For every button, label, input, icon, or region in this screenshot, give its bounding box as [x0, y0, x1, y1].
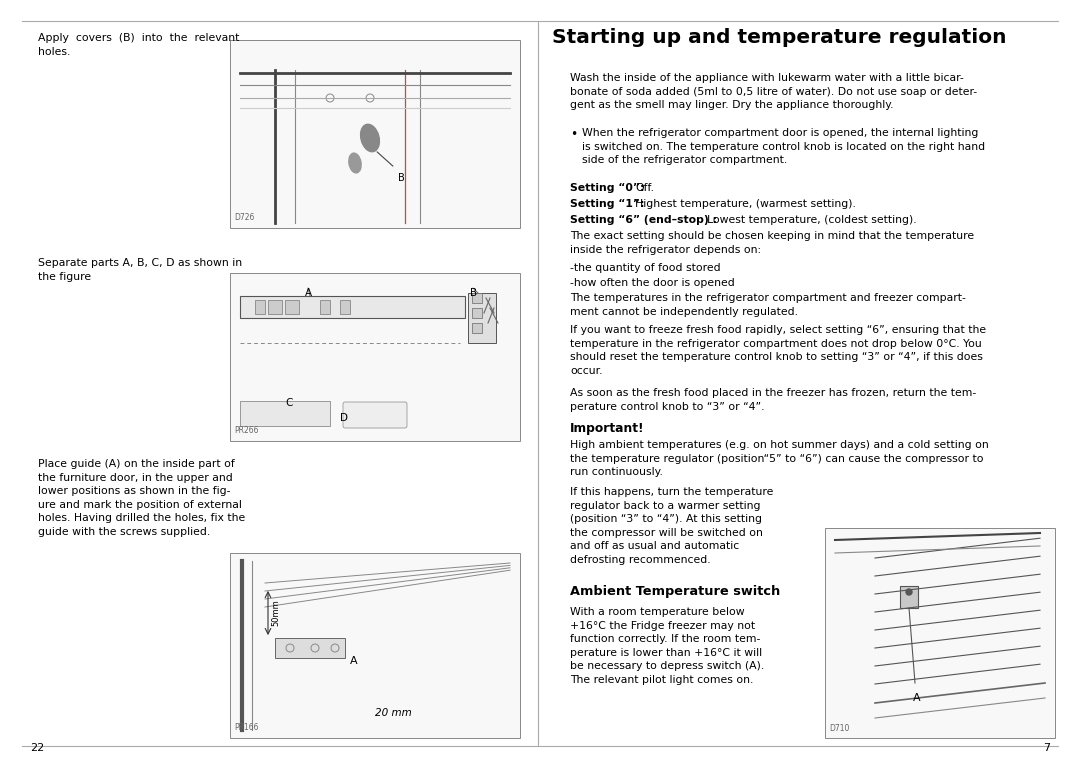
Bar — [240, 296, 465, 318]
Text: C: C — [285, 398, 293, 408]
Bar — [255, 300, 265, 314]
Text: Apply  covers  (B)  into  the  relevant
holes.: Apply covers (B) into the relevant holes… — [38, 33, 240, 56]
Text: PR266: PR266 — [234, 426, 258, 435]
Text: Place guide (A) on the inside part of
the furniture door, in the upper and
lower: Place guide (A) on the inside part of th… — [38, 459, 245, 537]
Bar — [268, 300, 282, 314]
Text: D: D — [340, 413, 348, 423]
Text: D726: D726 — [234, 213, 255, 222]
Bar — [900, 586, 918, 608]
FancyBboxPatch shape — [343, 402, 407, 428]
Bar — [285, 300, 299, 314]
Ellipse shape — [361, 124, 379, 152]
Text: Wash the inside of the appliance with lukewarm water with a little bicar-
bonate: Wash the inside of the appliance with lu… — [570, 73, 977, 110]
Bar — [472, 323, 482, 333]
Text: Off.: Off. — [635, 183, 654, 193]
Bar — [275, 638, 345, 658]
Text: 50mm: 50mm — [271, 600, 280, 626]
Bar — [230, 273, 519, 441]
Text: With a room temperature below
+16°C the Fridge freezer may not
function correctl: With a room temperature below +16°C the … — [570, 607, 765, 685]
Text: Separate parts A, B, C, D as shown in
the figure: Separate parts A, B, C, D as shown in th… — [38, 258, 242, 282]
Text: Setting “1”:: Setting “1”: — [570, 199, 648, 209]
Text: B: B — [470, 288, 477, 298]
Text: •: • — [570, 128, 577, 141]
Text: PR166: PR166 — [234, 723, 258, 732]
Text: Setting “6” (end–stop) :: Setting “6” (end–stop) : — [570, 215, 720, 225]
Bar — [825, 528, 1055, 738]
Text: Starting up and temperature regulation: Starting up and temperature regulation — [552, 28, 1007, 47]
Text: Ambient Temperature switch: Ambient Temperature switch — [570, 585, 780, 598]
Text: When the refrigerator compartment door is opened, the internal lighting
is switc: When the refrigerator compartment door i… — [582, 128, 985, 166]
Text: If you want to freeze fresh food rapidly, select setting “6”, ensuring that the
: If you want to freeze fresh food rapidly… — [570, 325, 986, 376]
Text: 20 mm: 20 mm — [375, 708, 411, 718]
Bar — [472, 308, 482, 318]
Text: A: A — [913, 693, 920, 703]
Bar — [468, 293, 496, 343]
Bar — [320, 300, 330, 314]
Text: The temperatures in the refrigerator compartment and freezer compart-
ment canno: The temperatures in the refrigerator com… — [570, 293, 966, 317]
Text: A: A — [350, 656, 357, 666]
Bar — [230, 553, 519, 738]
Bar — [240, 401, 330, 426]
Text: B: B — [399, 173, 405, 183]
Bar — [340, 300, 350, 314]
Circle shape — [906, 589, 912, 595]
Bar — [472, 293, 482, 303]
Text: 7: 7 — [1043, 743, 1050, 753]
Text: Highest temperature, (warmest setting).: Highest temperature, (warmest setting). — [635, 199, 855, 209]
Text: -how often the door is opened: -how often the door is opened — [570, 278, 734, 288]
Text: A: A — [305, 288, 312, 298]
Text: Important!: Important! — [570, 422, 645, 435]
Text: High ambient temperatures (e.g. on hot summer days) and a cold setting on
the te: High ambient temperatures (e.g. on hot s… — [570, 440, 989, 477]
Text: D710: D710 — [829, 724, 849, 733]
Ellipse shape — [349, 153, 361, 173]
Text: The exact setting should be chosen keeping in mind that the temperature
inside t: The exact setting should be chosen keepi… — [570, 231, 974, 255]
Text: 22: 22 — [30, 743, 44, 753]
Text: As soon as the fresh food placed in the freezer has frozen, return the tem-
pera: As soon as the fresh food placed in the … — [570, 388, 976, 411]
Text: Lowest temperature, (coldest setting).: Lowest temperature, (coldest setting). — [707, 215, 917, 225]
Text: Setting “0”:: Setting “0”: — [570, 183, 648, 193]
Text: If this happens, turn the temperature
regulator back to a warmer setting
(positi: If this happens, turn the temperature re… — [570, 487, 773, 565]
Text: -the quantity of food stored: -the quantity of food stored — [570, 263, 720, 273]
Bar — [230, 40, 519, 228]
